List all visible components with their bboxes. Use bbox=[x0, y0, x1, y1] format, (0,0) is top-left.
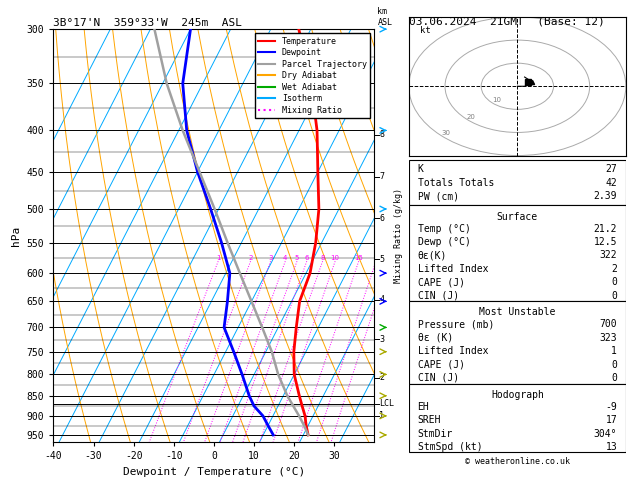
Y-axis label: hPa: hPa bbox=[11, 226, 21, 246]
Text: Mixing Ratio (g/kg): Mixing Ratio (g/kg) bbox=[394, 188, 403, 283]
Text: 1: 1 bbox=[611, 346, 617, 356]
Text: 2: 2 bbox=[379, 373, 384, 382]
Text: 6: 6 bbox=[304, 255, 309, 261]
Text: CAPE (J): CAPE (J) bbox=[418, 277, 465, 287]
Text: StmDir: StmDir bbox=[418, 429, 453, 438]
Text: Totals Totals: Totals Totals bbox=[418, 178, 494, 188]
Text: 42: 42 bbox=[606, 178, 617, 188]
Text: 322: 322 bbox=[599, 250, 617, 260]
Text: CIN (J): CIN (J) bbox=[418, 291, 459, 301]
Bar bbox=[409, 206, 626, 301]
Text: -9: -9 bbox=[606, 402, 617, 412]
Text: θε (K): θε (K) bbox=[418, 333, 453, 343]
Text: Hodograph: Hodograph bbox=[491, 390, 544, 400]
Text: 0: 0 bbox=[611, 373, 617, 383]
Text: StmSpd (kt): StmSpd (kt) bbox=[418, 442, 482, 452]
Text: CAPE (J): CAPE (J) bbox=[418, 360, 465, 369]
Text: 304°: 304° bbox=[594, 429, 617, 438]
Text: 17: 17 bbox=[606, 415, 617, 425]
Text: Surface: Surface bbox=[497, 212, 538, 222]
Text: 4: 4 bbox=[283, 255, 287, 261]
Text: km
ASL: km ASL bbox=[377, 7, 392, 27]
Bar bbox=[409, 383, 626, 452]
Text: 30: 30 bbox=[442, 130, 450, 136]
Text: PW (cm): PW (cm) bbox=[418, 191, 459, 201]
Text: SREH: SREH bbox=[418, 415, 441, 425]
Text: 8: 8 bbox=[320, 255, 325, 261]
Text: 13: 13 bbox=[606, 442, 617, 452]
Text: 2: 2 bbox=[611, 264, 617, 274]
Text: Dewp (°C): Dewp (°C) bbox=[418, 237, 470, 247]
Text: 5: 5 bbox=[295, 255, 299, 261]
Text: 5: 5 bbox=[379, 255, 384, 264]
Bar bbox=[409, 301, 626, 383]
Text: 1: 1 bbox=[216, 255, 220, 261]
Text: EH: EH bbox=[418, 402, 429, 412]
Text: LCL: LCL bbox=[379, 399, 394, 408]
Text: Lifted Index: Lifted Index bbox=[418, 346, 488, 356]
Text: θε(K): θε(K) bbox=[418, 250, 447, 260]
Text: 700: 700 bbox=[599, 319, 617, 330]
Text: 2: 2 bbox=[248, 255, 253, 261]
Text: kt: kt bbox=[420, 26, 430, 35]
Text: 3: 3 bbox=[379, 335, 384, 344]
Text: 15: 15 bbox=[354, 255, 363, 261]
Text: 03.06.2024  21GMT  (Base: 12): 03.06.2024 21GMT (Base: 12) bbox=[409, 17, 604, 27]
Text: 21.2: 21.2 bbox=[594, 224, 617, 234]
Text: Most Unstable: Most Unstable bbox=[479, 308, 555, 317]
Text: 10: 10 bbox=[492, 97, 501, 104]
Bar bbox=[409, 160, 626, 206]
Text: 0: 0 bbox=[611, 291, 617, 301]
Text: 8: 8 bbox=[379, 130, 384, 139]
Text: 1: 1 bbox=[379, 411, 384, 420]
X-axis label: Dewpoint / Temperature (°C): Dewpoint / Temperature (°C) bbox=[123, 467, 305, 477]
Legend: Temperature, Dewpoint, Parcel Trajectory, Dry Adiabat, Wet Adiabat, Isotherm, Mi: Temperature, Dewpoint, Parcel Trajectory… bbox=[255, 34, 370, 118]
Text: Pressure (mb): Pressure (mb) bbox=[418, 319, 494, 330]
Text: 6: 6 bbox=[379, 213, 384, 223]
Text: 2.39: 2.39 bbox=[594, 191, 617, 201]
Text: K: K bbox=[418, 164, 423, 174]
Text: 3: 3 bbox=[269, 255, 273, 261]
Text: 20: 20 bbox=[467, 114, 476, 120]
Text: 0: 0 bbox=[611, 277, 617, 287]
Text: 27: 27 bbox=[606, 164, 617, 174]
Text: CIN (J): CIN (J) bbox=[418, 373, 459, 383]
Text: 3B°17'N  359°33'W  245m  ASL: 3B°17'N 359°33'W 245m ASL bbox=[53, 18, 242, 28]
Text: Lifted Index: Lifted Index bbox=[418, 264, 488, 274]
Text: 10: 10 bbox=[331, 255, 340, 261]
Text: 0: 0 bbox=[611, 360, 617, 369]
Text: 12.5: 12.5 bbox=[594, 237, 617, 247]
Text: 4: 4 bbox=[379, 295, 384, 304]
Text: 323: 323 bbox=[599, 333, 617, 343]
Text: Temp (°C): Temp (°C) bbox=[418, 224, 470, 234]
Text: © weatheronline.co.uk: © weatheronline.co.uk bbox=[465, 457, 570, 466]
Text: 7: 7 bbox=[379, 172, 384, 181]
